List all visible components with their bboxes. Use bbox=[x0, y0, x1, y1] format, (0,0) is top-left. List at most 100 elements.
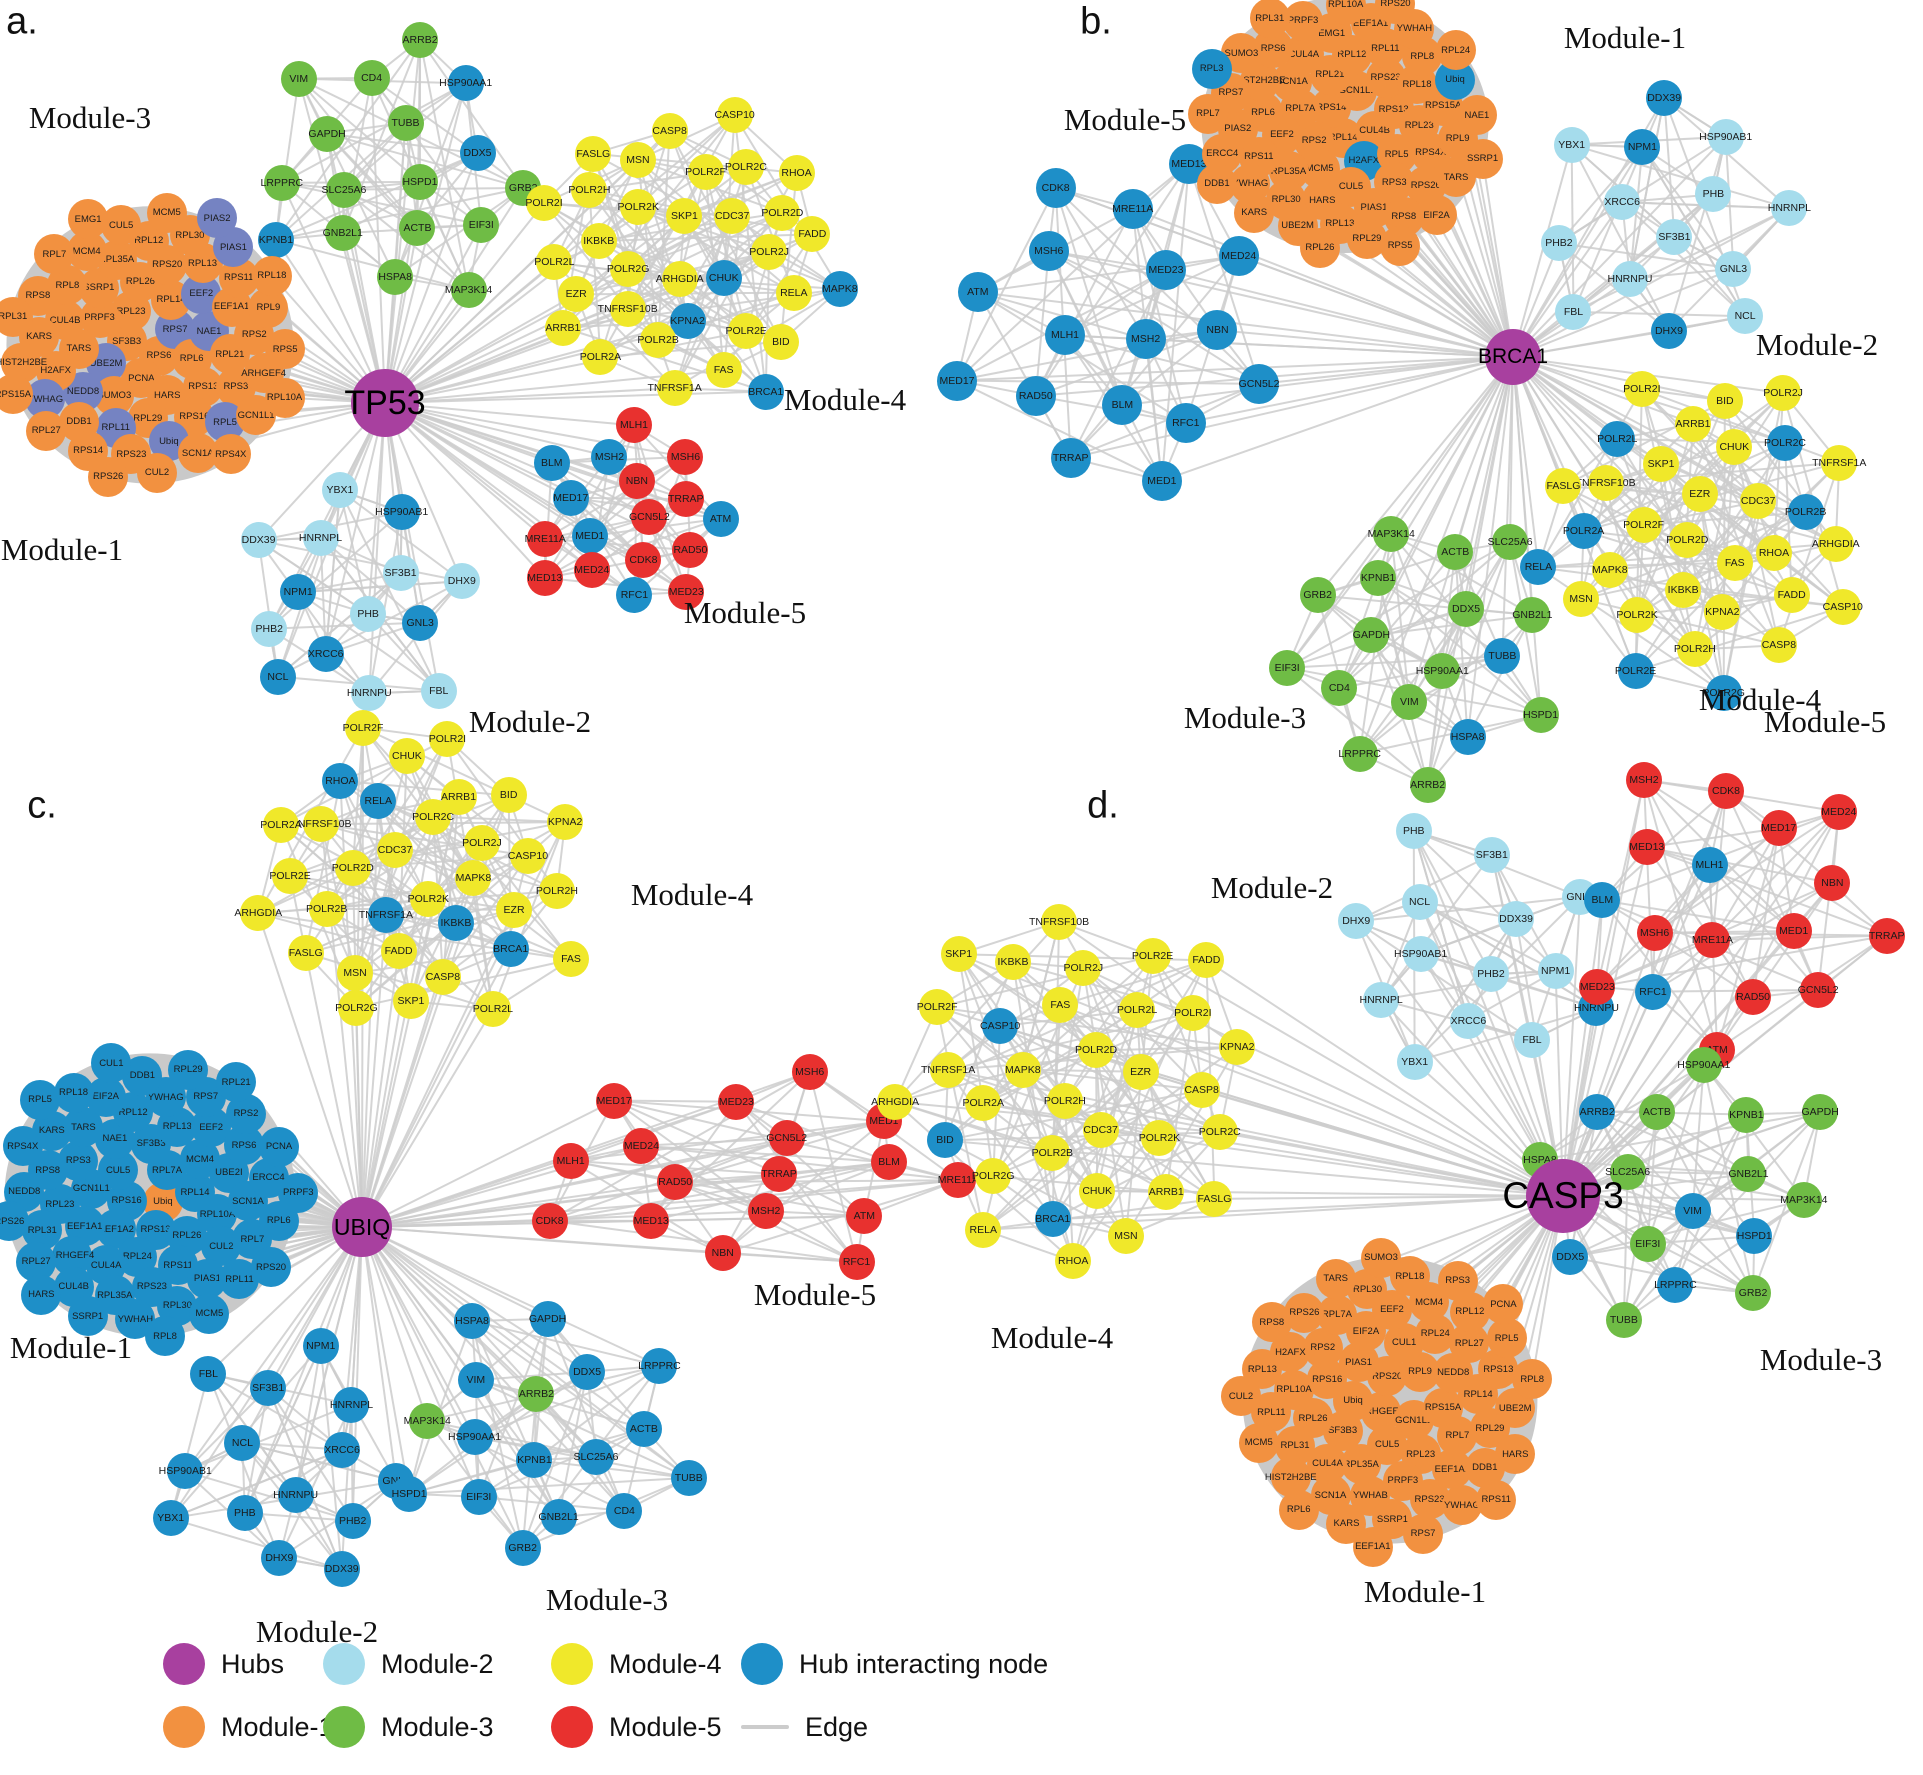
network-node[interactable]: SF3B1 bbox=[250, 1369, 287, 1406]
network-node[interactable]: HNRNPU bbox=[273, 1476, 318, 1513]
network-node[interactable]: NPM1 bbox=[1537, 952, 1574, 989]
network-node[interactable]: BID bbox=[490, 777, 527, 814]
network-node[interactable]: ACTB bbox=[1638, 1093, 1675, 1130]
network-node[interactable]: EEF1A1 bbox=[1352, 1526, 1393, 1567]
network-node[interactable]: MLH1 bbox=[552, 1142, 589, 1179]
hub-node[interactable]: TP53 bbox=[344, 369, 426, 437]
network-node[interactable]: POLR2K bbox=[1616, 596, 1658, 633]
network-node[interactable]: XRCC6 bbox=[307, 636, 344, 673]
network-node[interactable]: POLR2F bbox=[343, 709, 383, 746]
network-node[interactable]: POLR2E bbox=[269, 857, 311, 894]
network-node[interactable]: MED24 bbox=[573, 551, 610, 588]
network-node[interactable]: CDK8 bbox=[1035, 168, 1076, 209]
network-node[interactable]: MED17 bbox=[1760, 810, 1797, 847]
network-node[interactable]: EIF2A bbox=[1416, 195, 1457, 236]
network-node[interactable]: SSRP1 bbox=[1462, 138, 1503, 179]
network-node[interactable]: KPNA2 bbox=[1219, 1028, 1256, 1065]
network-node[interactable]: MSH2 bbox=[1625, 761, 1662, 798]
network-node[interactable]: NCL bbox=[1401, 883, 1438, 920]
network-node[interactable]: POLR2I bbox=[1174, 994, 1212, 1031]
network-node[interactable]: MSN bbox=[1107, 1217, 1144, 1254]
network-node[interactable]: FBL bbox=[420, 672, 457, 709]
network-node[interactable]: RAD50 bbox=[1015, 375, 1056, 416]
network-node[interactable]: PHB2 bbox=[251, 610, 288, 647]
network-node[interactable]: GNB2L1 bbox=[538, 1499, 579, 1536]
network-node[interactable]: SF3B1 bbox=[1656, 218, 1693, 255]
network-node[interactable]: ACTB bbox=[625, 1410, 662, 1447]
network-node[interactable]: FAS bbox=[705, 352, 742, 389]
network-node[interactable]: EIF3I bbox=[1269, 649, 1306, 686]
network-node[interactable]: LRPPRC bbox=[1338, 735, 1381, 772]
network-node[interactable]: LRPPRC bbox=[261, 164, 303, 201]
network-node[interactable]: RPL27 bbox=[26, 410, 67, 451]
network-node[interactable]: MSH2 bbox=[1125, 319, 1166, 360]
network-node[interactable]: DDX39 bbox=[1498, 900, 1535, 937]
network-node[interactable]: MAP3K14 bbox=[445, 272, 492, 309]
network-node[interactable]: MSH2 bbox=[747, 1193, 784, 1230]
network-node[interactable]: POLR2F bbox=[685, 154, 726, 191]
network-node[interactable]: TARS bbox=[1315, 1258, 1356, 1299]
network-node[interactable]: EIF3I bbox=[463, 206, 500, 243]
network-node[interactable]: RPL29 bbox=[168, 1049, 209, 1090]
network-node[interactable]: POLR2J bbox=[462, 824, 502, 861]
network-node[interactable]: RHOA bbox=[1756, 535, 1792, 572]
network-node[interactable]: CASP8 bbox=[1183, 1072, 1220, 1109]
network-node[interactable]: MED23 bbox=[718, 1083, 755, 1120]
network-node[interactable]: RFC1 bbox=[616, 576, 653, 613]
network-node[interactable]: EZR bbox=[496, 891, 533, 928]
network-node[interactable]: RPS5 bbox=[1380, 225, 1421, 266]
network-node[interactable]: GNL3 bbox=[1715, 250, 1752, 287]
network-node[interactable]: GCN5L2 bbox=[1239, 363, 1279, 404]
network-node[interactable]: ARRB2 bbox=[402, 21, 439, 58]
network-node[interactable]: POLR2H bbox=[1044, 1082, 1086, 1119]
network-node[interactable]: FADD bbox=[1773, 577, 1810, 614]
network-node[interactable]: GAPDH bbox=[1801, 1094, 1839, 1131]
network-node[interactable]: NAE1 bbox=[1456, 95, 1497, 136]
network-node[interactable]: MED13 bbox=[526, 559, 563, 596]
network-node[interactable]: CHUK bbox=[388, 738, 425, 775]
network-node[interactable]: TRRAP bbox=[667, 481, 704, 518]
network-node[interactable]: MSH2 bbox=[591, 438, 628, 475]
network-node[interactable]: SKP1 bbox=[1643, 445, 1680, 482]
network-node[interactable]: RELA bbox=[965, 1211, 1002, 1248]
network-node[interactable]: PHB bbox=[226, 1494, 263, 1531]
network-node[interactable]: RPL5 bbox=[1486, 1318, 1527, 1359]
network-node[interactable]: CDC37 bbox=[1082, 1111, 1119, 1148]
network-node[interactable]: SUMO3 bbox=[1361, 1237, 1402, 1278]
network-node[interactable]: TUBB bbox=[387, 104, 424, 141]
network-node[interactable]: TNFRSF10B bbox=[1029, 903, 1089, 940]
network-node[interactable]: HSP90AB1 bbox=[375, 494, 428, 531]
network-node[interactable]: XRCC6 bbox=[324, 1431, 361, 1468]
network-node[interactable]: RPL24 bbox=[1435, 30, 1476, 71]
network-node[interactable]: MRE11A bbox=[1112, 188, 1153, 229]
network-node[interactable]: POLR2E bbox=[1132, 938, 1173, 975]
network-node[interactable]: MCM5 bbox=[189, 1293, 230, 1334]
network-node[interactable]: PHB bbox=[350, 595, 387, 632]
network-node[interactable]: BID bbox=[1706, 382, 1743, 419]
hub-node[interactable]: BRCA1 bbox=[1478, 329, 1548, 385]
network-node[interactable]: TRRAP bbox=[1050, 438, 1091, 479]
network-node[interactable]: HSPA8 bbox=[377, 258, 414, 295]
network-node[interactable]: DDX5 bbox=[1448, 590, 1485, 627]
network-node[interactable]: SLC25A6 bbox=[321, 171, 366, 208]
network-node[interactable]: POLR2C bbox=[1199, 1114, 1241, 1151]
network-node[interactable]: TUBB bbox=[670, 1459, 707, 1496]
network-node[interactable]: PRPF3 bbox=[278, 1172, 319, 1213]
network-node[interactable]: RFC1 bbox=[1165, 402, 1206, 443]
network-node[interactable]: RPL18 bbox=[53, 1072, 94, 1113]
network-node[interactable]: POLR2F bbox=[1623, 506, 1664, 543]
network-node[interactable]: POLR2L bbox=[1117, 992, 1157, 1029]
hub-node[interactable]: UBIQ bbox=[332, 1197, 392, 1257]
network-node[interactable]: POLR2B bbox=[1785, 494, 1826, 531]
network-node[interactable]: POLR2G bbox=[335, 989, 378, 1026]
network-node[interactable]: POLR2J bbox=[1064, 949, 1103, 986]
network-node[interactable]: YBX1 bbox=[152, 1500, 189, 1537]
network-node[interactable]: MAP3K14 bbox=[1368, 515, 1415, 552]
network-node[interactable]: RPS7 bbox=[1403, 1513, 1444, 1554]
network-node[interactable]: MED17 bbox=[552, 479, 589, 516]
network-node[interactable]: FBL bbox=[1513, 1022, 1550, 1059]
network-node[interactable]: RPL8 bbox=[144, 1316, 185, 1357]
network-node[interactable]: BRCA1 bbox=[747, 373, 784, 410]
network-node[interactable]: RPS4X bbox=[210, 434, 251, 475]
network-node[interactable]: RPS3 bbox=[1437, 1260, 1478, 1301]
